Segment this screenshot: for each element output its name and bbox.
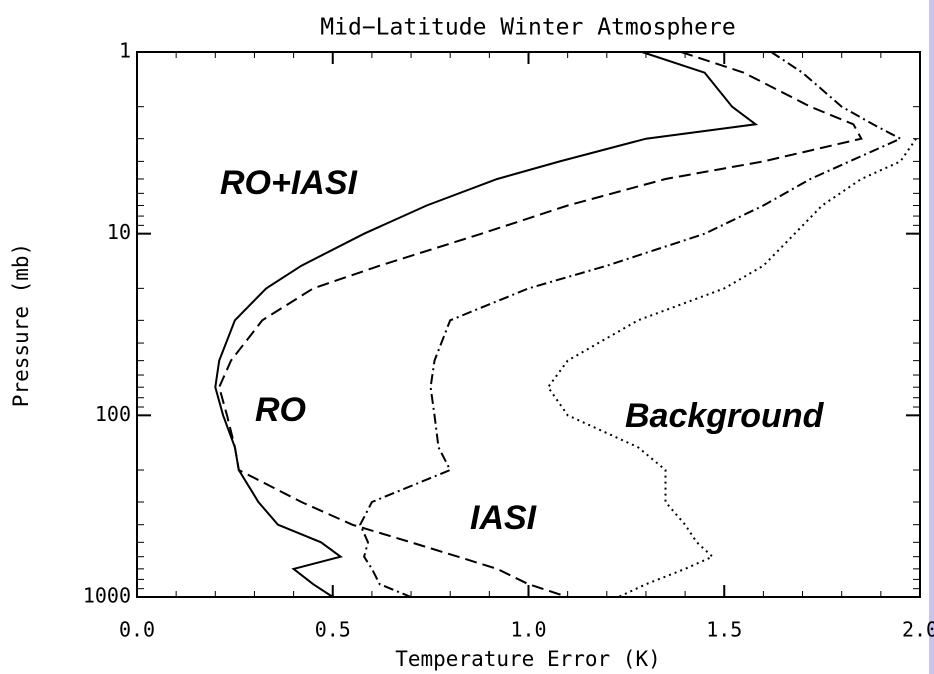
x-tick-label: 2.0 <box>902 618 934 642</box>
series-line <box>214 51 759 598</box>
x-axis-label: Temperature Error (K) <box>395 647 661 671</box>
series-line <box>359 51 903 598</box>
series-label: RO+IASI <box>220 164 359 202</box>
series-line <box>546 138 917 598</box>
y-tick-label: 1 <box>119 39 131 63</box>
y-axis-label: Pressure (mb) <box>9 243 33 407</box>
series-label: Background <box>625 397 825 435</box>
x-tick-label: 0.5 <box>315 618 351 642</box>
x-tick-label: 1.5 <box>706 618 742 642</box>
x-tick-label: 1.0 <box>510 618 546 642</box>
series-line <box>218 51 863 598</box>
x-tick-label: 0.0 <box>119 618 155 642</box>
y-tick-label: 1000 <box>83 584 131 608</box>
y-tick-label: 100 <box>95 402 131 426</box>
side-strip <box>929 0 934 674</box>
y-tick-label: 10 <box>107 220 131 244</box>
series-label: IASI <box>470 499 538 537</box>
chart-title: Mid−Latitude Winter Atmosphere <box>320 15 735 41</box>
series-label: RO <box>255 391 306 429</box>
